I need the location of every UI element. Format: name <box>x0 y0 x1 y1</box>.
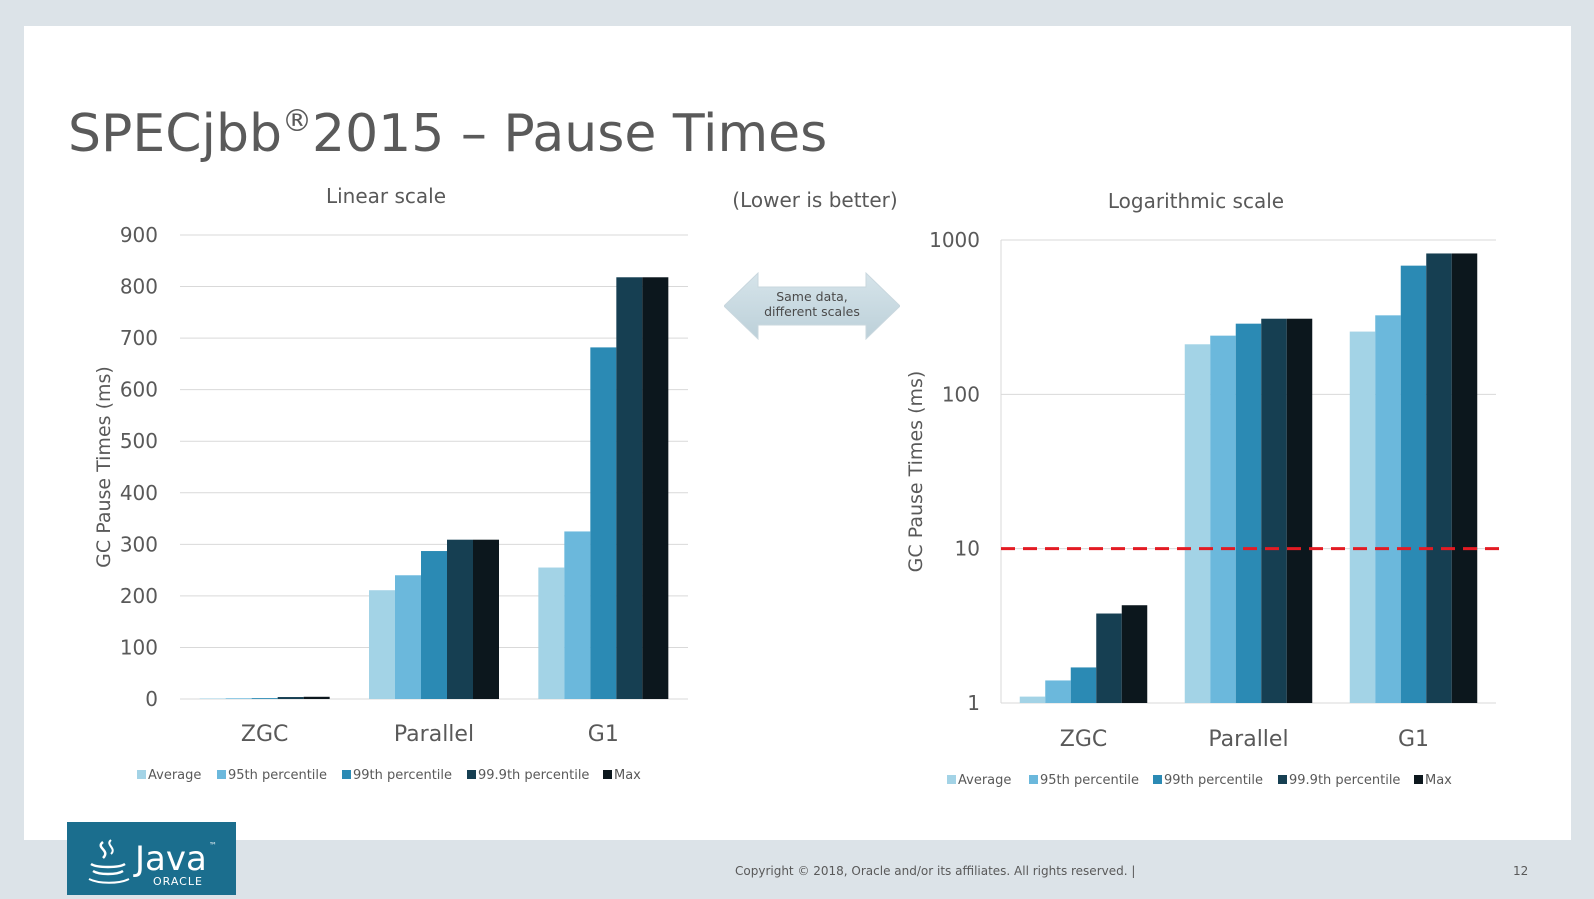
linear-bar <box>421 551 447 699</box>
double-arrow-icon: Same data, different scales <box>724 271 900 341</box>
logo-java-text: Java <box>133 839 207 879</box>
log-bar <box>1349 331 1376 703</box>
linear-legend-swatch <box>467 770 476 779</box>
log-legend-swatch <box>1029 775 1038 784</box>
linear-y-tick-label: 800 <box>120 275 158 299</box>
linear-legend-label: Max <box>614 768 641 783</box>
linear-category-label: Parallel <box>394 722 474 747</box>
linear-y-tick-label: 500 <box>120 429 158 453</box>
linear-y-tick-label: 600 <box>120 378 158 402</box>
linear-y-tick-label: 900 <box>120 223 158 247</box>
log-y-tick-label: 1 <box>967 691 980 715</box>
slide-title: SPECjbb®2015 – Pause Times <box>68 104 827 164</box>
linear-legend-swatch <box>137 770 146 779</box>
arrow-text-line1: Same data, <box>776 289 848 304</box>
log-bar <box>1261 318 1287 703</box>
logo-tm: ™ <box>209 841 217 850</box>
log-legend-swatch <box>1153 775 1162 784</box>
java-cup-icon: Java ™ ORACLE <box>88 839 217 888</box>
log-bar <box>1286 318 1313 703</box>
linear-legend-swatch <box>217 770 226 779</box>
linear-bar <box>369 590 395 699</box>
java-oracle-logo: Java ™ ORACLE <box>67 822 236 895</box>
title-rest: 2015 – Pause Times <box>312 104 828 164</box>
log-legend-label: 95th percentile <box>1040 773 1139 788</box>
log-legend-label: 99th percentile <box>1164 773 1263 788</box>
page-number: 12 <box>1513 864 1529 878</box>
linear-y-tick-label: 700 <box>120 326 158 350</box>
log-legend-swatch <box>1414 775 1423 784</box>
title-main: SPECjbb <box>68 104 282 164</box>
linear-bar <box>225 698 252 699</box>
log-category-label: ZGC <box>1060 727 1107 752</box>
linear-bar <box>277 697 304 699</box>
log-legend-swatch <box>947 775 956 784</box>
linear-category-label: ZGC <box>241 722 288 747</box>
lower-is-better-note: (Lower is better) <box>732 188 898 212</box>
arrow-text-line2: different scales <box>764 304 860 319</box>
logo-oracle-text: ORACLE <box>153 875 203 888</box>
log-bar <box>1210 335 1236 703</box>
linear-bar <box>564 531 591 699</box>
linear-bar <box>473 539 499 699</box>
linear-bar <box>251 698 278 699</box>
linear-bar <box>303 696 330 699</box>
log-bar <box>1184 344 1211 703</box>
log-category-label: Parallel <box>1208 727 1288 752</box>
log-legend-label: Average <box>958 773 1011 788</box>
log-chart-title: Logarithmic scale <box>1108 189 1284 213</box>
log-bar <box>1070 667 1097 703</box>
log-category-label: G1 <box>1398 727 1429 752</box>
linear-y-tick-label: 400 <box>120 481 158 505</box>
linear-legend-label: 95th percentile <box>228 768 327 783</box>
slide-background <box>24 26 1571 840</box>
linear-chart-title: Linear scale <box>326 184 446 208</box>
log-legend-swatch <box>1278 775 1287 784</box>
linear-legend-label: 99.9th percentile <box>478 768 589 783</box>
linear-bar <box>590 347 617 699</box>
linear-bar <box>199 698 226 699</box>
linear-bar <box>616 277 643 699</box>
linear-y-tick-label: 0 <box>145 687 158 711</box>
linear-y-axis-label: GC Pause Times (ms) <box>93 366 115 568</box>
linear-legend-label: Average <box>148 768 201 783</box>
log-bar <box>1400 265 1427 703</box>
linear-category-label: G1 <box>588 722 619 747</box>
log-y-tick-label: 10 <box>955 537 980 561</box>
log-bar <box>1096 613 1122 703</box>
linear-bar <box>447 539 473 699</box>
log-scale-chart: Logarithmic scale GC Pause Times (ms) 1 10 1… <box>905 189 1506 788</box>
log-bar <box>1375 315 1401 703</box>
log-bar <box>1451 253 1478 703</box>
log-bar <box>1121 605 1148 703</box>
log-bar <box>1235 323 1262 703</box>
linear-y-tick-label: 300 <box>120 532 158 556</box>
linear-bar <box>538 567 565 699</box>
log-bar <box>1019 696 1046 703</box>
linear-legend-swatch <box>342 770 351 779</box>
copyright-footer: Copyright © 2018, Oracle and/or its affi… <box>735 864 1136 878</box>
log-bar <box>1045 680 1071 703</box>
log-bar <box>1426 253 1452 703</box>
log-legend-label: Max <box>1425 773 1452 788</box>
linear-bar <box>395 575 421 699</box>
log-y-tick-label: 100 <box>942 382 980 406</box>
linear-bar <box>642 277 669 699</box>
title-registered-mark: ® <box>282 104 312 139</box>
linear-y-tick-label: 200 <box>120 584 158 608</box>
log-y-tick-label: 1000 <box>929 228 980 252</box>
linear-scale-chart: Linear scale GC Pause Times (ms) 0 100 200 30… <box>93 184 688 783</box>
log-y-axis-label: GC Pause Times (ms) <box>905 371 927 573</box>
linear-legend-label: 99th percentile <box>353 768 452 783</box>
linear-y-tick-label: 100 <box>120 635 158 659</box>
linear-legend-swatch <box>603 770 612 779</box>
log-legend-label: 99.9th percentile <box>1289 773 1400 788</box>
